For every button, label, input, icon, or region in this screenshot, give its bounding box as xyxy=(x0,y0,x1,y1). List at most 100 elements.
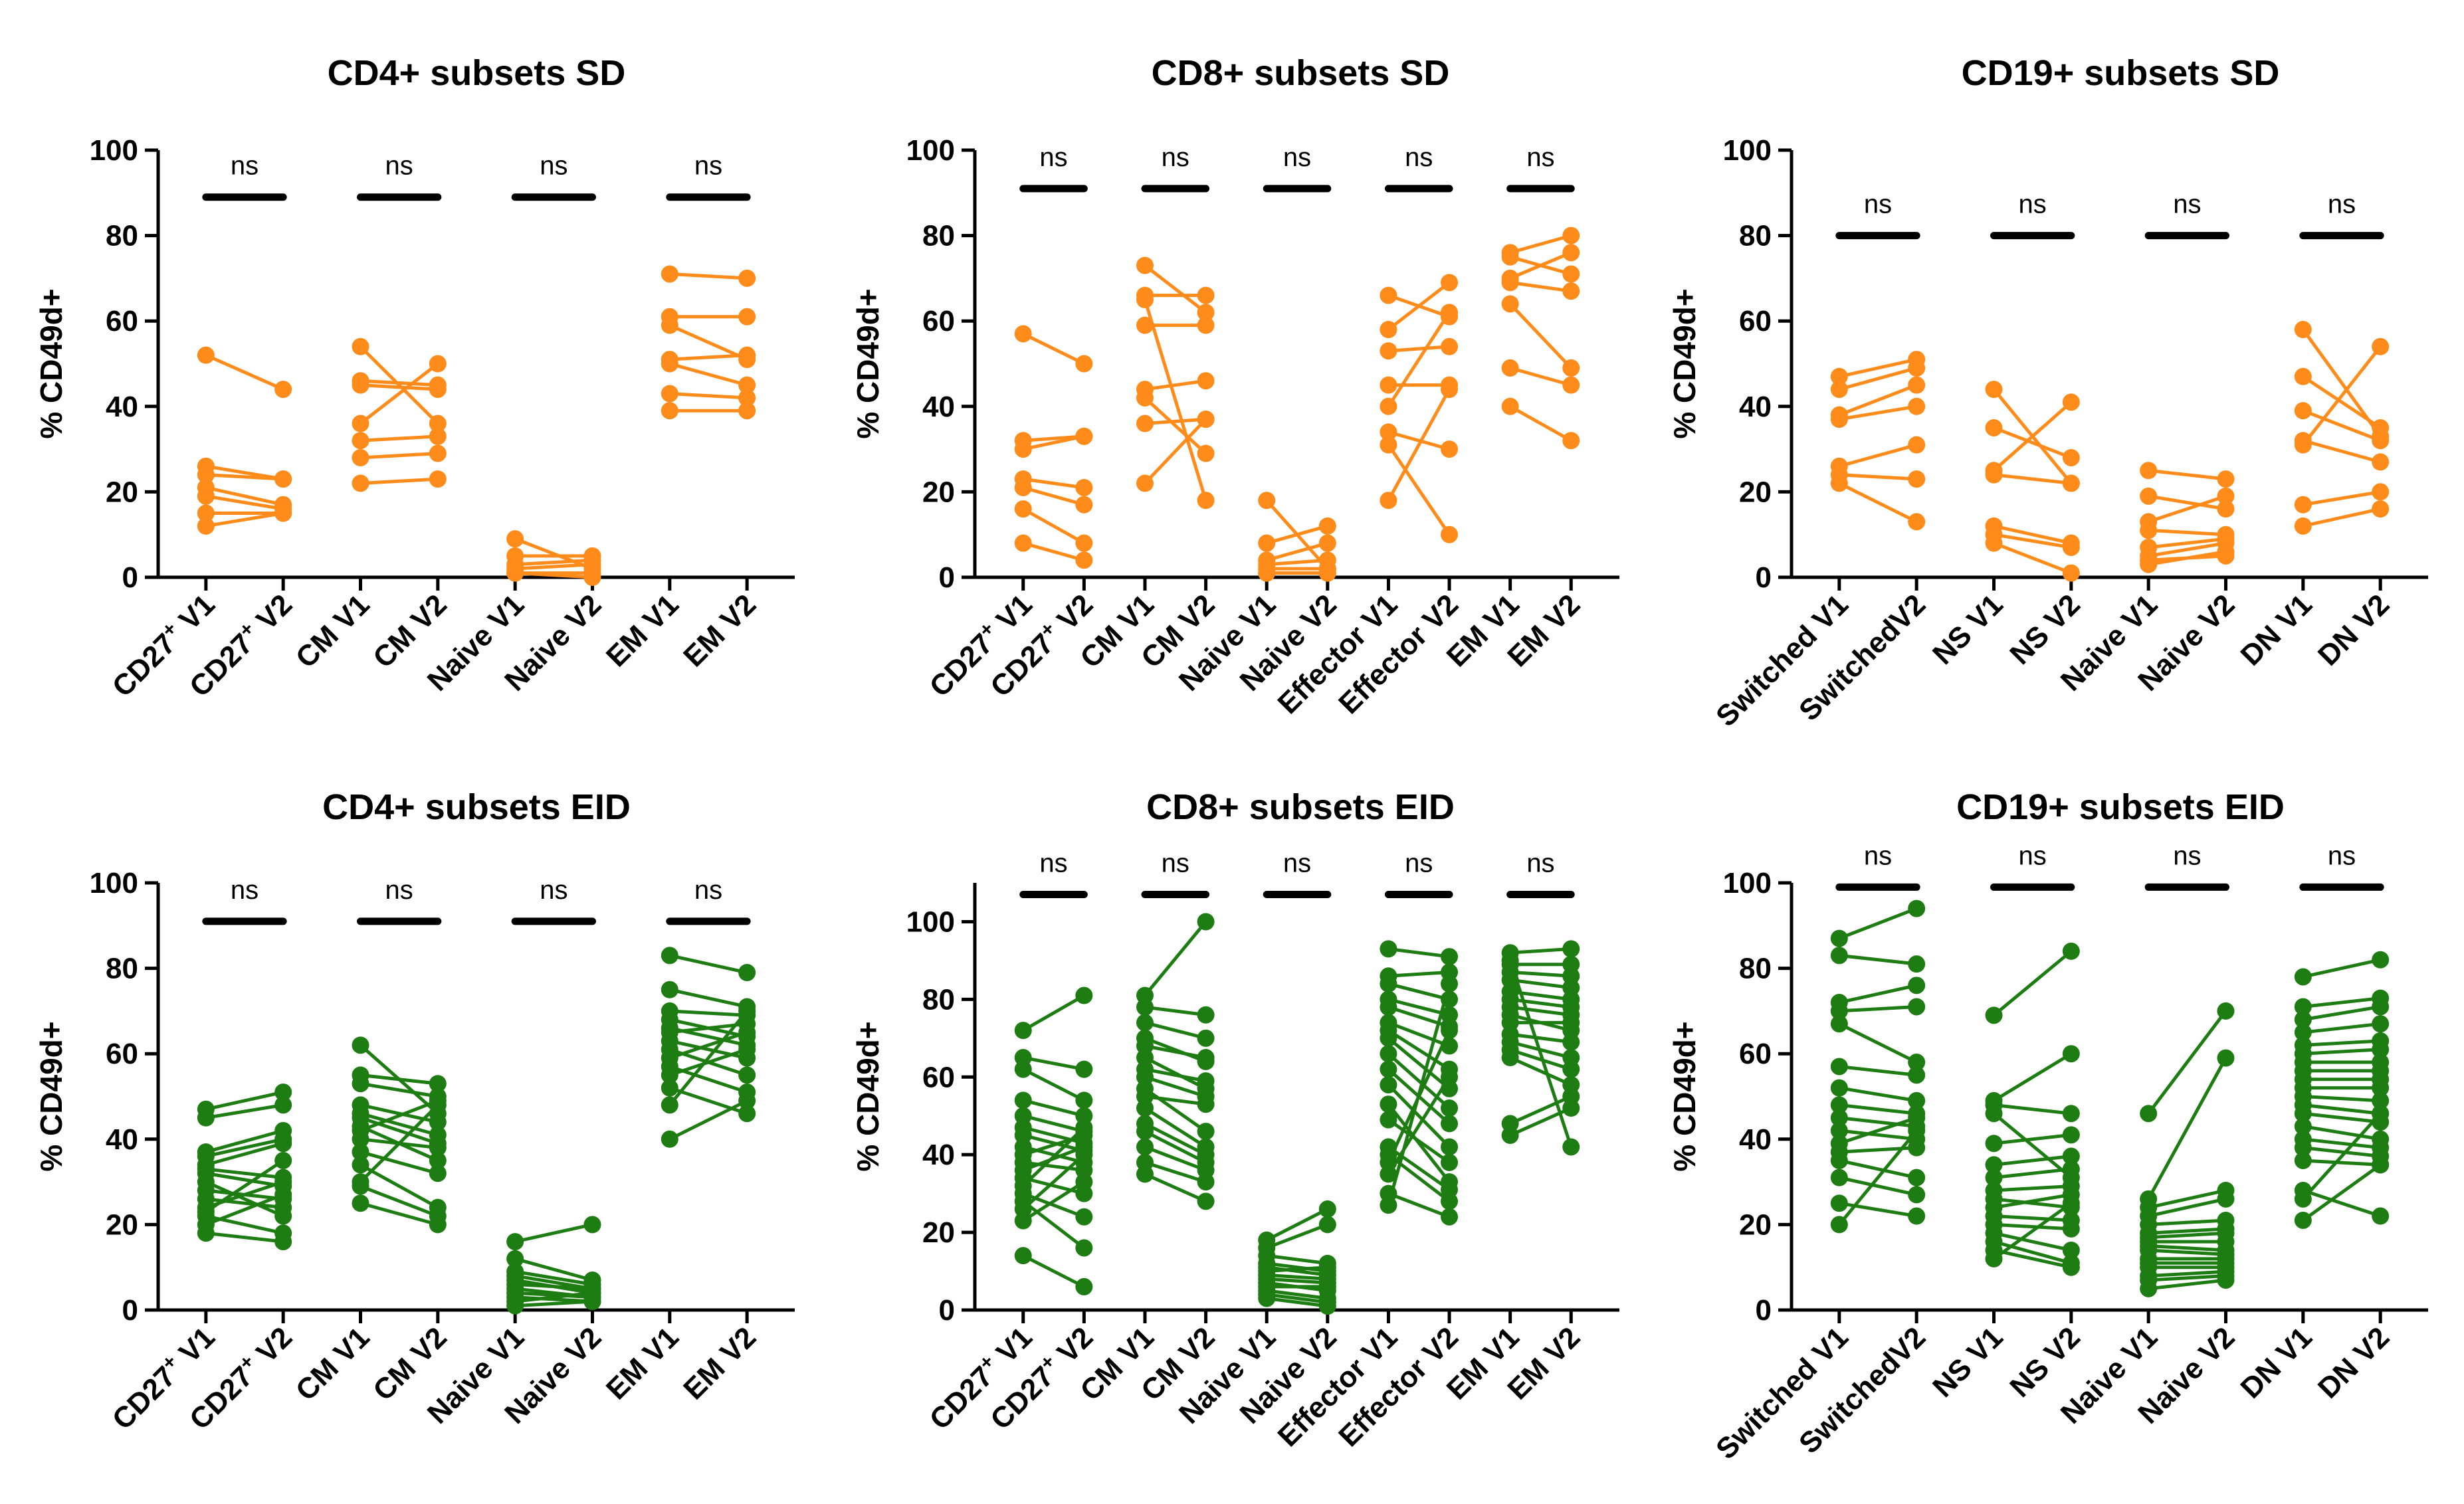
pair-line xyxy=(205,486,284,507)
pair-line xyxy=(1839,1004,1917,1013)
y-axis-label: % CD49d+ xyxy=(34,288,68,438)
pair-line xyxy=(2301,345,2382,446)
data-point-v2 xyxy=(1908,1054,1926,1072)
data-point-v1 xyxy=(1501,951,1519,969)
pair-line xyxy=(1993,541,2072,575)
data-point-v2 xyxy=(1562,1033,1580,1051)
pair-line xyxy=(1993,1052,2073,1103)
data-point-v1 xyxy=(1380,492,1397,510)
data-point-v1 xyxy=(352,1130,369,1148)
pair-line xyxy=(2303,438,2381,464)
data-point-v1 xyxy=(352,1156,369,1174)
pair-line xyxy=(1839,1116,1917,1128)
data-point-v1 xyxy=(2294,998,2312,1016)
significance-label: ns xyxy=(2328,841,2356,870)
data-point-v1 xyxy=(1258,1289,1276,1307)
data-point-v1 xyxy=(1501,295,1519,313)
significance-label: ns xyxy=(540,876,567,905)
data-point-v2 xyxy=(2372,1040,2390,1058)
pair-line xyxy=(1144,1005,1206,1017)
data-point-v1 xyxy=(506,1297,524,1315)
data-point-v2 xyxy=(738,389,756,407)
y-tick-label: 40 xyxy=(1739,391,1772,423)
data-point-v1 xyxy=(1380,940,1397,958)
data-point-v2 xyxy=(2062,1105,2080,1123)
data-point-v1 xyxy=(1985,419,2003,436)
data-point-v2 xyxy=(2062,538,2080,556)
data-point-v2 xyxy=(1441,1153,1459,1171)
data-point-v1 xyxy=(1380,376,1397,394)
data-point-v2 xyxy=(1075,1173,1093,1191)
pair-line xyxy=(1993,524,2072,545)
pair-line xyxy=(1839,357,1917,379)
pair-line xyxy=(1839,983,1917,1004)
data-point-v2 xyxy=(2372,951,2390,969)
pair-line xyxy=(669,1086,748,1115)
data-point-v1 xyxy=(1258,564,1276,582)
data-point-v1 xyxy=(661,355,678,373)
pair-line xyxy=(1144,379,1206,391)
data-point-v2 xyxy=(583,1293,601,1311)
pair-line xyxy=(205,1171,284,1188)
data-point-v2 xyxy=(1441,1099,1459,1117)
data-point-v1 xyxy=(2294,968,2312,986)
pair-line xyxy=(1993,1248,2072,1269)
pair-line xyxy=(359,1099,439,1133)
pair-line xyxy=(360,1073,439,1085)
significance-label: ns xyxy=(1526,849,1554,878)
y-tick-label: 80 xyxy=(106,953,138,985)
data-point-v1 xyxy=(2294,1211,2312,1229)
chart-title: CD4+ subsets SD xyxy=(328,53,626,93)
pair-line xyxy=(1144,418,1207,485)
pair-line xyxy=(359,1150,439,1175)
pair-line xyxy=(1267,558,1328,567)
data-point-v2 xyxy=(1197,492,1215,510)
pair-line xyxy=(1387,388,1451,502)
significance-label: ns xyxy=(2173,190,2201,219)
data-point-v2 xyxy=(583,569,601,586)
data-point-v1 xyxy=(352,337,369,355)
data-point-v2 xyxy=(1075,478,1093,496)
data-point-v2 xyxy=(274,1233,292,1251)
data-point-v1 xyxy=(661,1079,678,1097)
data-point-v2 xyxy=(429,415,447,432)
x-tick-label: DN V1 xyxy=(2235,1321,2318,1404)
data-point-v1 xyxy=(506,530,524,548)
x-tick-label: EM V2 xyxy=(677,1321,762,1406)
pair-line xyxy=(1839,1065,1917,1077)
data-point-v1 xyxy=(1985,1250,2003,1268)
data-point-v2 xyxy=(2062,474,2080,492)
data-point-v1 xyxy=(1136,415,1154,432)
pair-line xyxy=(514,1257,593,1282)
pair-line xyxy=(205,1090,284,1111)
pair-line xyxy=(2148,1278,2226,1291)
data-point-v2 xyxy=(1075,1091,1093,1109)
data-point-v1 xyxy=(1380,321,1397,339)
y-tick-label: 40 xyxy=(106,1123,138,1156)
pair-line xyxy=(2303,1005,2381,1022)
pair-line xyxy=(1508,302,1573,369)
data-point-v2 xyxy=(738,402,756,420)
data-point-v2 xyxy=(1318,534,1336,552)
pair-line xyxy=(1993,426,2072,460)
data-point-v2 xyxy=(1197,1095,1215,1113)
data-point-v1 xyxy=(2294,436,2312,454)
x-tick-label: EM V2 xyxy=(677,588,762,673)
pair-line xyxy=(669,272,748,280)
data-point-v1 xyxy=(1985,1156,2003,1174)
data-point-v1 xyxy=(1380,436,1397,454)
pair-line xyxy=(1023,1125,1084,1145)
pair-line xyxy=(1144,920,1207,997)
pair-line xyxy=(669,1030,748,1060)
data-point-v2 xyxy=(738,269,756,287)
data-point-v1 xyxy=(197,487,215,505)
data-point-v1 xyxy=(1380,1076,1397,1093)
data-point-v2 xyxy=(1908,1207,1926,1225)
data-point-v1 xyxy=(1830,1002,1848,1020)
pair-line xyxy=(1023,1133,1084,1153)
pair-line xyxy=(205,1231,284,1244)
pair-line xyxy=(2301,1112,2382,1200)
pair-line xyxy=(359,1163,439,1209)
data-point-v1 xyxy=(1136,291,1154,309)
chart-title: CD8+ subsets SD xyxy=(1152,53,1450,93)
